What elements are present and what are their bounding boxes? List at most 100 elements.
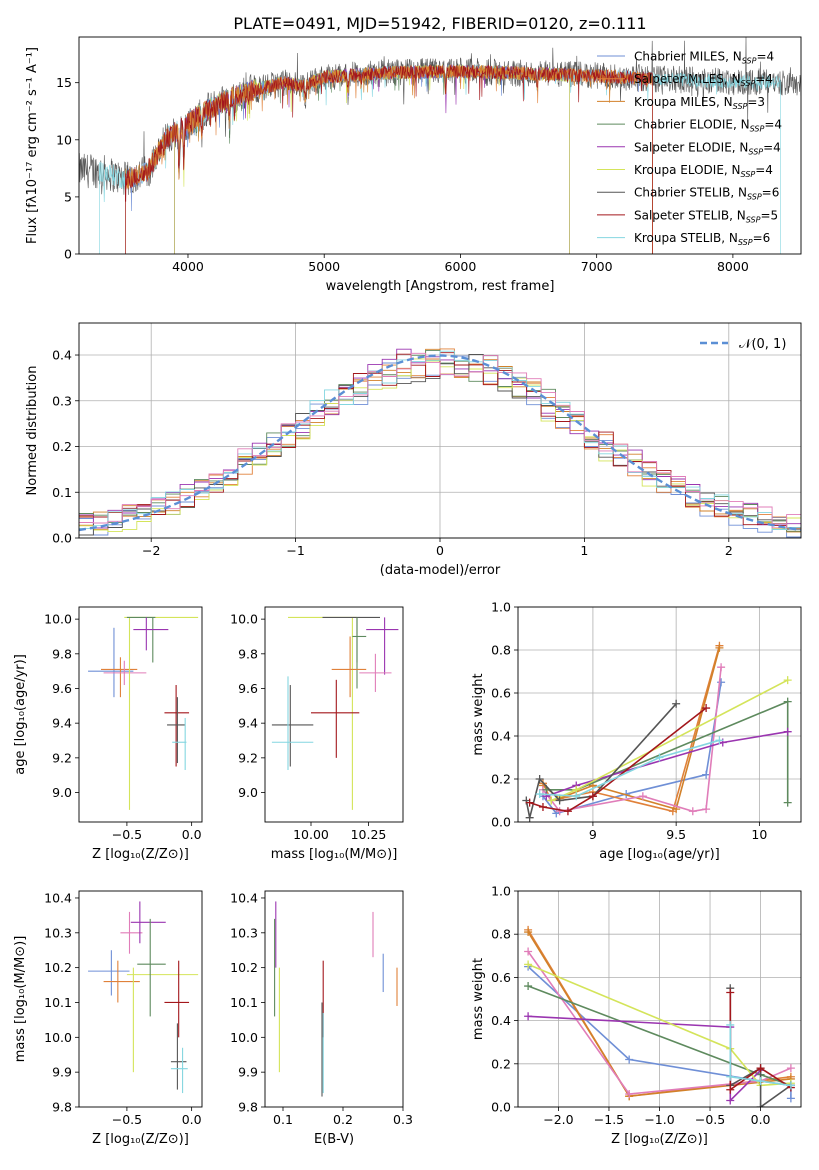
residuals-normal-curve bbox=[79, 354, 801, 532]
z_mass-y-tick-label: 10.2 bbox=[44, 960, 72, 975]
z_weight-y-tick-label: 1.0 bbox=[491, 884, 511, 899]
ebv_mass-frame bbox=[264, 890, 404, 1108]
ebv_mass-axes: 0.1 0.2 0.3 9.8 9.9 10.0 10.1 10.2 10.3 10.4 E(B-V… bbox=[230, 890, 413, 1147]
age_weight-axes: 9 9.5 10 0.0 0.2 0.4 0.6 0.8 1.0 age [log₁₀(age/y… bbox=[471, 600, 802, 862]
age_weight-marker bbox=[563, 807, 572, 816]
z_weight-marker bbox=[756, 1103, 765, 1107]
age_weight-y-tick-label: 0.4 bbox=[491, 729, 511, 744]
mass_age-frame bbox=[264, 606, 404, 823]
ebv_mass-x-tick-label: 0.1 bbox=[273, 1112, 293, 1127]
z_weight-plot-area bbox=[524, 925, 795, 1107]
z_weight-marker bbox=[524, 982, 533, 991]
z_weight-marker bbox=[524, 928, 533, 937]
z_age-y-tick-label: 9.4 bbox=[52, 716, 72, 731]
spectrum-x-tick-label: 5000 bbox=[308, 259, 340, 274]
z_weight-marker bbox=[726, 988, 735, 997]
z_weight-marker bbox=[726, 1096, 735, 1105]
residuals-x-tick-label: 1 bbox=[580, 543, 588, 558]
z_weight-marker bbox=[524, 960, 533, 969]
z_age-y-tick-label: 9.8 bbox=[52, 646, 72, 661]
residuals-x-tick-label: −1 bbox=[286, 543, 304, 558]
residuals-histogram-pink bbox=[79, 352, 801, 529]
z_mass-y-tick-label: 10.3 bbox=[44, 925, 72, 940]
z_mass-y-label: mass [log₁₀(M/M⊙)] bbox=[13, 936, 28, 1063]
spectrum-legend-label: Chabrier STELIB, NSSP=6 bbox=[634, 186, 779, 202]
z_age-y-tick-label: 10.0 bbox=[44, 612, 72, 627]
spectrum-x-tick-label: 8000 bbox=[717, 259, 749, 274]
age_weight-y-tick-label: 0.6 bbox=[491, 686, 511, 701]
age_weight-marker bbox=[717, 678, 726, 687]
z_weight-y-tick-label: 0.6 bbox=[491, 970, 511, 985]
z_weight-marker bbox=[756, 1077, 765, 1086]
age_weight-y-tick-label: 1.0 bbox=[491, 600, 511, 615]
z_weight-x-tick-label: −0.5 bbox=[695, 1112, 725, 1127]
age_weight-marker bbox=[783, 727, 792, 736]
age_weight-x-tick-label: 9 bbox=[589, 827, 597, 842]
age_weight-frame bbox=[517, 606, 802, 823]
z_weight-marker bbox=[786, 1064, 795, 1073]
z_weight-x-tick-label: −1.0 bbox=[644, 1112, 674, 1127]
z_weight-series-line-pink bbox=[527, 951, 792, 1095]
age_weight-marker bbox=[783, 798, 792, 807]
ebv_mass-y-tick-label: 10.0 bbox=[230, 1030, 258, 1045]
z_weight-marker bbox=[726, 1020, 735, 1029]
spectrum-y-tick-label: 10 bbox=[56, 132, 72, 147]
mass_age-x-label: mass [log₁₀(M/M⊙)] bbox=[271, 847, 398, 862]
age_weight-marker bbox=[588, 792, 597, 801]
z_mass-frame bbox=[78, 890, 203, 1108]
z_weight-y-tick-label: 0.8 bbox=[491, 927, 511, 942]
age_weight-y-tick-label: 0.0 bbox=[491, 815, 511, 830]
ebv_mass-y-tick-label: 9.8 bbox=[238, 1100, 258, 1115]
age_weight-series-line-kroupa_stelib bbox=[539, 739, 720, 798]
z_age-plot-area bbox=[88, 616, 199, 810]
spectrum-y-tick-label: 0 bbox=[64, 247, 72, 262]
z_age-y-tick-label: 9.6 bbox=[52, 681, 72, 696]
spectrum-series-salpeter_stelib bbox=[125, 64, 653, 254]
z_weight-y-tick-label: 0.2 bbox=[491, 1056, 511, 1071]
z_weight-marker bbox=[524, 947, 533, 956]
age_weight-marker bbox=[547, 796, 556, 805]
z_age-x-label: Z [log₁₀(Z/Z⊙)] bbox=[92, 847, 189, 862]
mass_age-axes: 10.00 10.25 9.0 9.2 9.4 9.6 9.8 10.0 mass [log₁₀… bbox=[230, 606, 404, 862]
residuals-y-tick-label: 0.2 bbox=[52, 439, 72, 454]
z_age-frame bbox=[78, 606, 203, 823]
z_weight-x-label: Z [log₁₀(Z/Z⊙)] bbox=[611, 1132, 708, 1147]
spectrum-legend-label: Salpeter STELIB, NSSP=5 bbox=[634, 208, 778, 224]
age_weight-x-label: age [log₁₀(age/yr)] bbox=[599, 847, 720, 862]
residuals-y-label: Normed distribution bbox=[25, 366, 40, 496]
spectrum-legend: Chabrier MILES, NSSP=4 Salpeter MILES, NS… bbox=[597, 50, 782, 247]
age_weight-y-tick-label: 0.8 bbox=[491, 643, 511, 658]
mass_age-y-tick-label: 9.2 bbox=[238, 750, 258, 765]
spectrum-series-kroupa_miles bbox=[125, 64, 653, 254]
residuals-y-tick-label: 0.1 bbox=[52, 485, 72, 500]
z_mass-axes: −0.5 0.0 9.8 9.9 10.0 10.1 10.2 10.3 10.4 Z [log₁… bbox=[13, 890, 203, 1147]
age_weight-x-tick-label: 9.5 bbox=[666, 827, 686, 842]
spectrum-legend-label: Salpeter MILES, NSSP=4 bbox=[634, 72, 773, 88]
z_weight-marker bbox=[786, 1081, 795, 1090]
spectrum-legend-label: Kroupa MILES, NSSP=3 bbox=[634, 95, 765, 111]
residuals-frame bbox=[78, 322, 802, 539]
z_mass-y-tick-label: 10.4 bbox=[44, 890, 72, 905]
z_age-y-label: age [log₁₀(age/yr)] bbox=[13, 654, 28, 775]
age_weight-series-line-pink bbox=[542, 667, 722, 813]
z_mass-x-label: Z [log₁₀(Z/Z⊙)] bbox=[92, 1132, 189, 1147]
mass_age-y-tick-label: 10.0 bbox=[230, 612, 258, 627]
spectrum-series-chabrier_miles bbox=[125, 63, 653, 254]
z_weight-x-tick-label: 0.0 bbox=[751, 1112, 771, 1127]
z_weight-marker bbox=[625, 1090, 634, 1099]
ebv_mass-x-label: E(B-V) bbox=[314, 1132, 354, 1147]
z_weight-marker bbox=[625, 1055, 634, 1064]
age_weight-marker bbox=[542, 792, 551, 801]
age_weight-marker bbox=[672, 699, 681, 708]
z_mass-y-tick-label: 9.9 bbox=[52, 1065, 72, 1080]
spectrum-y-label: Flux [fλ10⁻¹⁷ erg cm⁻² s⁻¹ A⁻¹] bbox=[25, 47, 40, 244]
spectrum-series-salpeter_miles bbox=[125, 64, 653, 254]
z_mass-y-tick-label: 9.8 bbox=[52, 1100, 72, 1115]
residuals-x-tick-label: 2 bbox=[725, 543, 733, 558]
ebv_mass-x-tick-label: 0.2 bbox=[333, 1112, 353, 1127]
z_age-y-tick-label: 9.0 bbox=[52, 785, 72, 800]
spectrum-x-tick-label: 6000 bbox=[445, 259, 477, 274]
z_age-axes: −0.5 0.0 9.0 9.2 9.4 9.6 9.8 10.0 Z [log₁₀(Z/Z⊙)… bbox=[13, 606, 203, 862]
z_mass-x-tick-label: 0.0 bbox=[182, 1112, 202, 1127]
